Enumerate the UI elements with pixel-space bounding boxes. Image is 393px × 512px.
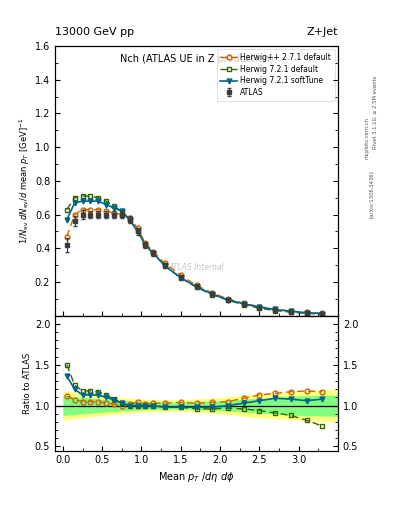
Herwig++ 2.7.1 default xyxy=(104,208,108,215)
Herwig 7.2.1 softTune xyxy=(304,310,309,316)
Herwig++ 2.7.1 default xyxy=(288,308,293,314)
Herwig 7.2.1 softTune xyxy=(96,198,101,204)
Herwig 7.2.1 default xyxy=(304,310,309,316)
Herwig++ 2.7.1 default xyxy=(163,261,167,267)
Text: ATLAS Internal: ATLAS Internal xyxy=(169,263,224,272)
Herwig++ 2.7.1 default xyxy=(80,206,85,212)
Herwig 7.2.1 default xyxy=(210,292,215,298)
Text: Rivet 3.1.10, ≥ 2.5M events: Rivet 3.1.10, ≥ 2.5M events xyxy=(373,76,378,150)
Herwig 7.2.1 softTune xyxy=(64,217,69,223)
Herwig++ 2.7.1 default xyxy=(257,304,262,310)
Herwig 7.2.1 softTune xyxy=(194,284,199,290)
Herwig 7.2.1 softTune xyxy=(288,308,293,314)
Herwig 7.2.1 default xyxy=(88,193,93,199)
Herwig 7.2.1 default xyxy=(320,311,325,317)
Herwig 7.2.1 default xyxy=(143,242,148,248)
Herwig 7.2.1 default xyxy=(163,263,167,269)
Herwig++ 2.7.1 default xyxy=(241,300,246,306)
Herwig 7.2.1 softTune xyxy=(151,250,156,257)
Herwig 7.2.1 default xyxy=(151,250,156,257)
Herwig++ 2.7.1 default xyxy=(273,306,277,312)
Herwig++ 2.7.1 default xyxy=(210,290,215,296)
Text: [arXiv:1306.3436]: [arXiv:1306.3436] xyxy=(369,170,374,219)
Line: Herwig++ 2.7.1 default: Herwig++ 2.7.1 default xyxy=(64,207,325,316)
Herwig 7.2.1 softTune xyxy=(143,242,148,248)
Herwig 7.2.1 softTune xyxy=(210,291,215,297)
Herwig 7.2.1 default xyxy=(257,305,262,311)
Text: mcplots.cern.ch: mcplots.cern.ch xyxy=(365,117,370,159)
Herwig++ 2.7.1 default xyxy=(64,233,69,240)
Herwig++ 2.7.1 default xyxy=(127,215,132,221)
Herwig++ 2.7.1 default xyxy=(143,240,148,246)
Herwig 7.2.1 softTune xyxy=(257,304,262,310)
Herwig++ 2.7.1 default xyxy=(304,309,309,315)
Line: Herwig 7.2.1 default: Herwig 7.2.1 default xyxy=(64,194,325,316)
Herwig 7.2.1 default xyxy=(288,309,293,315)
Herwig 7.2.1 default xyxy=(273,307,277,313)
Herwig 7.2.1 softTune xyxy=(127,217,132,223)
Herwig 7.2.1 default xyxy=(64,206,69,212)
Herwig 7.2.1 softTune xyxy=(320,310,325,316)
Herwig 7.2.1 default xyxy=(135,228,140,234)
Herwig 7.2.1 default xyxy=(226,297,230,303)
Herwig++ 2.7.1 default xyxy=(72,211,77,218)
Herwig 7.2.1 default xyxy=(96,195,101,201)
Herwig 7.2.1 softTune xyxy=(241,301,246,307)
Herwig 7.2.1 default xyxy=(104,198,108,204)
Herwig++ 2.7.1 default xyxy=(119,211,124,218)
Herwig++ 2.7.1 default xyxy=(320,310,325,316)
Herwig 7.2.1 default xyxy=(127,217,132,223)
Herwig 7.2.1 softTune xyxy=(135,228,140,234)
Herwig 7.2.1 default xyxy=(80,193,85,199)
Herwig 7.2.1 default xyxy=(119,208,124,215)
Y-axis label: $1/N_\mathrm{ev}\ dN_\mathrm{ev}/d$ mean $p_T\ [\mathrm{GeV}]^{-1}$: $1/N_\mathrm{ev}\ dN_\mathrm{ev}/d$ mean… xyxy=(18,118,32,244)
Herwig++ 2.7.1 default xyxy=(96,206,101,212)
Herwig++ 2.7.1 default xyxy=(178,272,183,279)
Text: Z+Jet: Z+Jet xyxy=(307,27,338,37)
Herwig++ 2.7.1 default xyxy=(226,296,230,302)
Herwig 7.2.1 default xyxy=(72,195,77,201)
Herwig 7.2.1 softTune xyxy=(80,198,85,204)
Herwig 7.2.1 softTune xyxy=(72,200,77,206)
Herwig 7.2.1 default xyxy=(241,302,246,308)
Herwig 7.2.1 softTune xyxy=(112,205,116,211)
Herwig 7.2.1 softTune xyxy=(178,275,183,281)
Herwig++ 2.7.1 default xyxy=(135,225,140,231)
Herwig++ 2.7.1 default xyxy=(194,282,199,288)
Text: Nch (ATLAS UE in Z production): Nch (ATLAS UE in Z production) xyxy=(119,54,274,64)
Herwig 7.2.1 default xyxy=(178,275,183,281)
Y-axis label: Ratio to ATLAS: Ratio to ATLAS xyxy=(23,353,32,414)
Herwig 7.2.1 softTune xyxy=(104,201,108,207)
Herwig++ 2.7.1 default xyxy=(112,210,116,216)
Herwig 7.2.1 softTune xyxy=(119,208,124,215)
Herwig 7.2.1 softTune xyxy=(226,296,230,303)
Text: 13000 GeV pp: 13000 GeV pp xyxy=(55,27,134,37)
Legend: Herwig++ 2.7.1 default, Herwig 7.2.1 default, Herwig 7.2.1 softTune, ATLAS: Herwig++ 2.7.1 default, Herwig 7.2.1 def… xyxy=(217,49,335,101)
Herwig 7.2.1 softTune xyxy=(88,198,93,204)
Herwig 7.2.1 softTune xyxy=(273,306,277,312)
Line: Herwig 7.2.1 softTune: Herwig 7.2.1 softTune xyxy=(64,199,325,316)
Herwig 7.2.1 default xyxy=(194,284,199,290)
Herwig++ 2.7.1 default xyxy=(88,206,93,212)
Herwig 7.2.1 softTune xyxy=(163,263,167,269)
Herwig++ 2.7.1 default xyxy=(151,249,156,255)
X-axis label: Mean $p_T\ /d\eta\ d\phi$: Mean $p_T\ /d\eta\ d\phi$ xyxy=(158,470,235,484)
Herwig 7.2.1 default xyxy=(112,203,116,209)
